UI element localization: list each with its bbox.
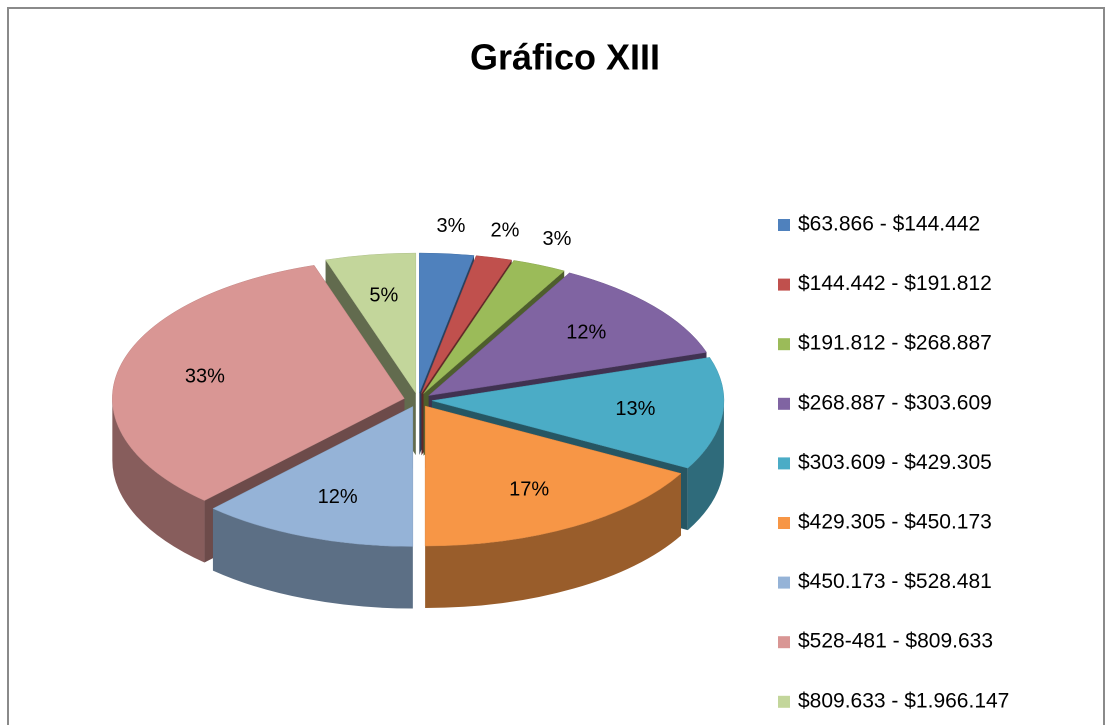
pie-side: [425, 473, 682, 609]
legend-label: $268.887 - $303.609: [798, 391, 992, 414]
data-label: 12%: [566, 321, 606, 343]
legend-label: $303.609 - $429.305: [798, 451, 992, 474]
data-label: 2%: [491, 220, 520, 242]
pie-top: [421, 255, 513, 394]
legend-swatch: [778, 576, 790, 589]
data-label: 17%: [509, 479, 549, 501]
data-label: 3%: [436, 215, 465, 237]
pie-top: [424, 405, 682, 547]
legend-swatch: [778, 517, 790, 529]
legend-swatch: [778, 695, 790, 708]
pie-top: [423, 260, 565, 394]
legend-swatch: [778, 219, 790, 231]
data-label: 12%: [318, 486, 358, 508]
pie-top: [431, 357, 725, 469]
pie-top: [212, 406, 414, 547]
data-label: 13%: [615, 398, 655, 420]
pie-slice: [424, 405, 682, 609]
data-label: 33%: [185, 365, 225, 387]
chart-title: Gráfico XIII: [470, 37, 660, 78]
legend-label: $809.633 - $1.966.147: [798, 689, 1009, 712]
pie-side: [212, 508, 413, 609]
legend-swatch: [778, 636, 790, 649]
pie-top: [112, 265, 405, 501]
legend-label: $429.305 - $450.173: [798, 511, 992, 534]
legend-label: $450.173 - $528.481: [798, 570, 992, 593]
legend-label: $528-481 - $809.633: [798, 630, 993, 653]
pie-top: [325, 252, 417, 394]
legend-swatch: [778, 457, 790, 470]
legend-swatch: [778, 278, 790, 291]
legend-swatch: [778, 397, 790, 410]
pie-side: [112, 398, 205, 563]
pie-slice: [212, 406, 414, 609]
legend-swatch: [778, 338, 790, 351]
pie-top: [427, 272, 707, 396]
pie-top: [419, 252, 475, 394]
data-label: 5%: [369, 285, 398, 307]
legend-label: $63.866 - $144.442: [798, 213, 980, 236]
pie-side: [687, 400, 724, 531]
legend-label: $144.442 - $191.812: [798, 272, 992, 295]
data-label: 3%: [542, 228, 571, 250]
legend-label: $191.812 - $268.887: [798, 332, 992, 355]
